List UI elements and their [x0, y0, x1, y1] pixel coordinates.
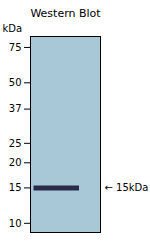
svg-text:← 15kDa: ← 15kDa: [105, 182, 149, 193]
svg-text:37: 37: [9, 103, 22, 114]
svg-text:Western Blot: Western Blot: [30, 7, 101, 20]
svg-text:75: 75: [9, 42, 22, 53]
svg-text:25: 25: [9, 138, 22, 149]
svg-text:10: 10: [9, 218, 22, 229]
svg-text:50: 50: [9, 77, 22, 88]
svg-text:15: 15: [9, 182, 22, 193]
svg-text:kDa: kDa: [3, 23, 23, 34]
svg-text:20: 20: [9, 157, 22, 168]
